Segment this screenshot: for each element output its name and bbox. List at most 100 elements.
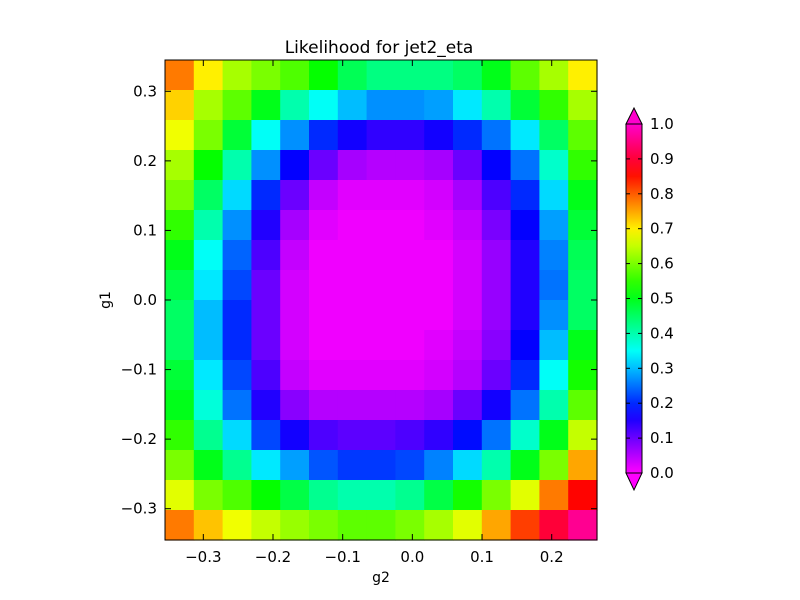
heatmap-cell xyxy=(510,240,540,271)
heatmap-cell xyxy=(453,420,483,451)
colorbar-tick-label: 0.9 xyxy=(650,150,674,168)
heatmap-cell xyxy=(424,210,454,241)
heatmap-cell xyxy=(280,300,310,331)
y-tick-label: 0.1 xyxy=(133,221,157,239)
x-tick-label: −0.2 xyxy=(255,548,291,566)
heatmap-cell xyxy=(539,210,569,241)
heatmap-cell xyxy=(251,270,281,301)
heatmap-cell xyxy=(222,60,252,91)
heatmap-cell xyxy=(510,390,540,421)
heatmap-cell xyxy=(165,60,195,91)
heatmap-cell xyxy=(453,150,483,181)
heatmap-cell xyxy=(395,510,425,541)
heatmap-cell xyxy=(222,90,252,121)
heatmap-cell xyxy=(193,180,224,211)
y-tick-label: −0.2 xyxy=(121,430,157,448)
heatmap-cell xyxy=(366,360,396,391)
heatmap-cell xyxy=(222,330,252,361)
heatmap-cell xyxy=(280,450,310,481)
heatmap-cell xyxy=(424,240,454,271)
heatmap-cell xyxy=(251,60,281,91)
heatmap-cell xyxy=(424,360,454,391)
heatmap-cell xyxy=(337,210,368,241)
colorbar-tick-label: 0.6 xyxy=(650,255,674,273)
heatmap-cell xyxy=(280,240,310,271)
heatmap-cell xyxy=(453,390,483,421)
heatmap-cell xyxy=(280,390,310,421)
heatmap-cell xyxy=(539,330,569,361)
heatmap-cell xyxy=(193,450,224,481)
heatmap-cell xyxy=(539,150,569,181)
heatmap-cell xyxy=(453,240,483,271)
heatmap-cell xyxy=(222,420,252,451)
heatmap-cell xyxy=(539,420,569,451)
heatmap-cell xyxy=(251,180,281,211)
heatmap-cell xyxy=(309,420,339,451)
x-tick-label: −0.3 xyxy=(185,548,221,566)
heatmap-cell xyxy=(366,210,396,241)
heatmap-cell xyxy=(481,180,512,211)
x-axis: −0.3 −0.2 −0.1 0.0 0.1 0.2 xyxy=(185,60,564,566)
heatmap-cell xyxy=(280,420,310,451)
colorbar-ticks: 0.0 0.1 0.2 0.3 0.4 0.5 0.6 0.7 0.8 0.9 1.0 xyxy=(626,115,674,482)
x-tick-label: −0.1 xyxy=(324,548,360,566)
heatmap-cell xyxy=(165,180,195,211)
colorbar-tick-label: 0.4 xyxy=(650,324,674,342)
heatmap-cell xyxy=(337,360,368,391)
heatmap-cell xyxy=(568,390,598,421)
heatmap-cell xyxy=(193,390,224,421)
heatmap-cell xyxy=(280,480,310,511)
heatmap-cell xyxy=(453,90,483,121)
heatmap-cell xyxy=(510,210,540,241)
heatmap-cell xyxy=(165,300,195,331)
heatmap-cell xyxy=(280,90,310,121)
heatmap-cell xyxy=(395,330,425,361)
heatmap-cell xyxy=(337,150,368,181)
heatmap-cell xyxy=(193,240,224,271)
heatmap-cell xyxy=(280,360,310,391)
heatmap-cell xyxy=(395,120,425,151)
heatmap-cell xyxy=(193,480,224,511)
heatmap-cell xyxy=(424,90,454,121)
heatmap-cell xyxy=(539,90,569,121)
heatmap-cell xyxy=(510,120,540,151)
heatmap-cell xyxy=(510,450,540,481)
heatmap-cell xyxy=(165,450,195,481)
heatmap-cell xyxy=(481,360,512,391)
heatmap-cell xyxy=(337,390,368,421)
heatmap-cell xyxy=(539,510,569,541)
heatmap-cell xyxy=(510,300,540,331)
heatmap-cell xyxy=(337,300,368,331)
heatmap-cell xyxy=(366,270,396,301)
heatmap-cell xyxy=(539,450,569,481)
heatmap-cell xyxy=(222,180,252,211)
heatmap-cell xyxy=(568,120,598,151)
heatmap-cell xyxy=(251,120,281,151)
heatmap-cell xyxy=(193,120,224,151)
heatmap-cell xyxy=(539,270,569,301)
heatmap-cell xyxy=(481,90,512,121)
heatmap-cell xyxy=(395,420,425,451)
heatmap-cell xyxy=(568,450,598,481)
heatmap-cell xyxy=(453,510,483,541)
heatmap-cell xyxy=(481,330,512,361)
heatmap-cell xyxy=(165,420,195,451)
heatmap-cell xyxy=(424,330,454,361)
heatmap-cell xyxy=(193,300,224,331)
heatmap-cell xyxy=(568,210,598,241)
heatmap-cell xyxy=(424,270,454,301)
heatmap-cell xyxy=(568,180,598,211)
heatmap-cell xyxy=(539,390,569,421)
heatmap-cell xyxy=(251,420,281,451)
colorbar-extend-min xyxy=(625,472,643,492)
heatmap-cell xyxy=(568,420,598,451)
heatmap-cell xyxy=(395,360,425,391)
heatmap-cell xyxy=(251,150,281,181)
heatmap-cell xyxy=(453,300,483,331)
heatmap-cell xyxy=(309,60,339,91)
heatmap-cell xyxy=(395,450,425,481)
heatmap-grid xyxy=(165,60,598,541)
heatmap-cell xyxy=(222,150,252,181)
heatmap-cell xyxy=(481,450,512,481)
heatmap-cell xyxy=(568,480,598,511)
